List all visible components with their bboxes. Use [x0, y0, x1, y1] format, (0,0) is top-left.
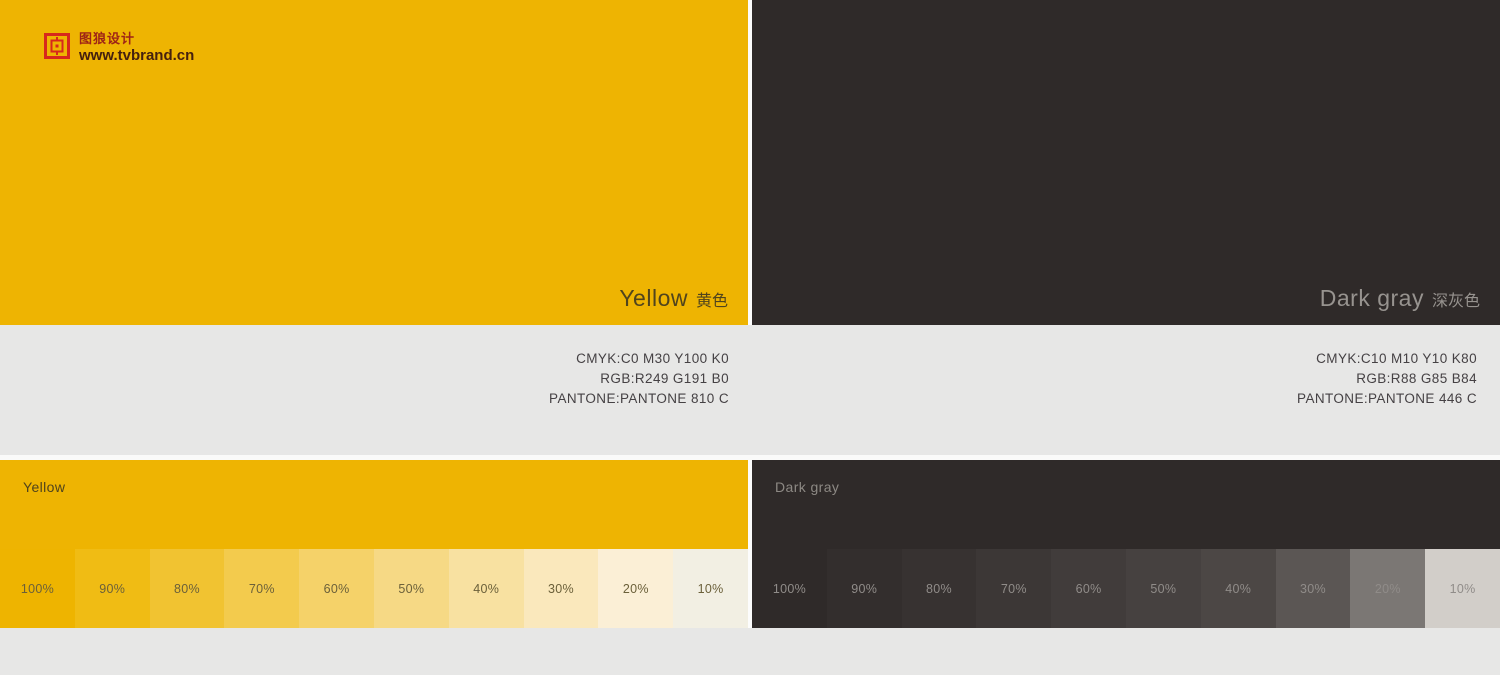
tint-swatch-90: 90%	[74, 549, 150, 628]
spec-rgb: RGB:R88 G85 B84	[1356, 370, 1477, 386]
tint-percent: 30%	[1300, 581, 1326, 596]
tint-swatch-80: 80%	[149, 549, 225, 628]
tint-percent: 100%	[772, 581, 806, 596]
tint-swatch-20: 20%	[1350, 549, 1426, 628]
tint-swatch-10: 10%	[1425, 549, 1500, 628]
logo-name: 图狼设计	[79, 31, 136, 46]
tint-row-darkgray: 100% 90% 80% 70% 60% 50% 40% 30% 20% 10%	[752, 549, 1500, 628]
tint-swatch-70: 70%	[224, 549, 300, 628]
tint-percent: 30%	[548, 581, 574, 596]
spec-cmyk: CMYK:C10 M10 Y10 K80	[1316, 351, 1477, 366]
tint-row-yellow: 100% 90% 80% 70% 60% 50% 40% 30% 20% 10%	[0, 549, 748, 628]
seal-stamp-icon	[44, 33, 70, 59]
tint-percent: 90%	[99, 581, 126, 596]
tint-swatch-100: 100%	[0, 549, 75, 628]
spec-cmyk: CMYK:C0 M30 Y100 K0	[576, 351, 729, 366]
spec-pantone: PANTONE:PANTONE 810 C	[549, 390, 729, 406]
tint-swatch-50: 50%	[373, 549, 449, 628]
color-specs-yellow: CMYK:C0 M30 Y100 K0 RGB:R249 G191 B0 PAN…	[0, 325, 748, 455]
tint-percent: 60%	[323, 581, 350, 596]
tint-swatch-50: 50%	[1125, 549, 1201, 628]
tint-percent: 70%	[248, 581, 275, 596]
color-specs-darkgray: CMYK:C10 M10 Y10 K80 RGB:R88 G85 B84 PAN…	[748, 325, 1500, 455]
tint-swatch-30: 30%	[523, 549, 599, 628]
color-name-en: Dark gray	[1319, 285, 1424, 311]
tint-swatch-90: 90%	[826, 549, 902, 628]
spec-pantone: PANTONE:PANTONE 446 C	[1297, 390, 1477, 406]
tint-percent: 60%	[1075, 581, 1102, 596]
color-title-yellow: Yellow 黄色	[619, 285, 728, 312]
color-panel-darkgray: Dark gray 深灰色	[752, 0, 1500, 325]
tint-swatch-30: 30%	[1275, 549, 1351, 628]
tint-swatch-60: 60%	[299, 549, 374, 628]
tint-percent: 40%	[473, 581, 500, 596]
tint-percent: 80%	[926, 581, 952, 596]
tint-swatch-60: 60%	[1051, 549, 1126, 628]
tint-swatch-10: 10%	[673, 549, 748, 628]
color-name-zh: 黄色	[695, 293, 728, 310]
color-name-en: Yellow	[619, 285, 688, 311]
tint-percent: 80%	[174, 581, 200, 596]
tint-swatch-40: 40%	[448, 549, 524, 628]
tint-percent: 20%	[1374, 581, 1401, 596]
tint-swatch-80: 80%	[901, 549, 977, 628]
scale-label: Dark gray	[775, 479, 840, 495]
logo-text: 图狼设计 www.tvbrand.cn	[79, 31, 194, 66]
color-panel-yellow: Yellow 黄色	[0, 0, 748, 325]
tint-percent: 40%	[1225, 581, 1252, 596]
spec-rgb: RGB:R249 G191 B0	[600, 370, 729, 386]
tint-scale-yellow: Yellow 100% 90% 80% 70% 60% 50% 40% 30% …	[0, 460, 748, 628]
logo: 图狼设计 www.tvbrand.cn	[44, 31, 194, 66]
color-spec-band: CMYK:C0 M30 Y100 K0 RGB:R249 G191 B0 PAN…	[0, 325, 1500, 455]
primary-color-panels: Yellow 黄色 Dark gray 深灰色	[0, 0, 1500, 325]
tint-percent: 50%	[1150, 581, 1177, 596]
tint-percent: 50%	[398, 581, 425, 596]
tint-percent: 10%	[697, 581, 724, 596]
logo-url: www.tvbrand.cn	[79, 47, 195, 65]
tint-percent: 70%	[1000, 581, 1027, 596]
tint-swatch-70: 70%	[976, 549, 1052, 628]
section-divider	[0, 455, 1500, 460]
tint-percent: 20%	[622, 581, 649, 596]
tint-swatch-40: 40%	[1200, 549, 1276, 628]
tint-percent: 90%	[851, 581, 878, 596]
tint-percent: 100%	[20, 581, 54, 596]
scale-label: Yellow	[23, 479, 66, 495]
tint-swatch-100: 100%	[752, 549, 827, 628]
tint-swatch-20: 20%	[598, 549, 674, 628]
tint-percent: 10%	[1449, 581, 1476, 596]
tint-scale-section: Yellow 100% 90% 80% 70% 60% 50% 40% 30% …	[0, 460, 1500, 628]
color-name-zh: 深灰色	[1431, 293, 1480, 310]
color-title-darkgray: Dark gray 深灰色	[1320, 285, 1480, 312]
tint-scale-darkgray: Dark gray 100% 90% 80% 70% 60% 50% 40% 3…	[752, 460, 1500, 628]
